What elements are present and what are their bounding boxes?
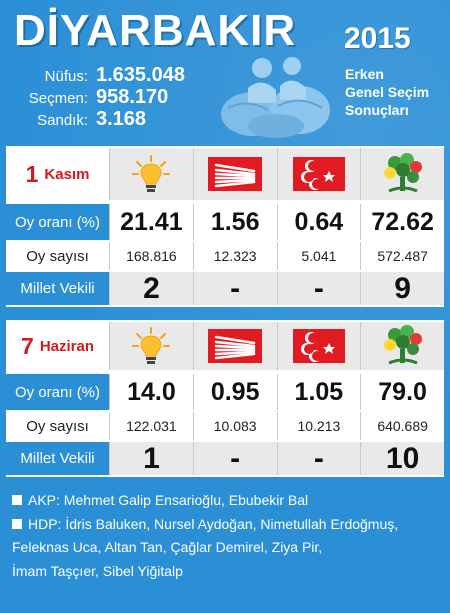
hdp-tree-icon — [383, 325, 422, 365]
mps-hdp: 9 — [360, 272, 444, 305]
note-hdp-line: Feleknas Uca, Altan Tan, Çağlar Demirel,… — [12, 539, 323, 555]
note-hdp-text: HDP: İdris Baluken, Nursel Aydoğan, Nime… — [28, 515, 399, 532]
vote-share-chp: 0.95 — [192, 374, 277, 410]
votes-chp: 12.323 — [192, 242, 277, 270]
mps-mhp: - — [276, 442, 361, 475]
date-day: 1 — [25, 160, 39, 187]
stat-label: Sandık: — [37, 112, 88, 129]
party-cell-hdp — [360, 322, 444, 370]
vote-share-mhp: 0.64 — [276, 204, 361, 240]
elected-mps-notes: AKP: Mehmet Galip Ensarioğlu, Ebubekir B… — [12, 489, 442, 583]
stat-value: 3.168 — [96, 108, 147, 130]
voters-stat: Seçmen: 958.170 — [14, 86, 214, 108]
vote-share-label: Oy oranı (%) — [6, 204, 110, 240]
party-cell-akp — [109, 148, 193, 200]
vote-share-akp: 14.0 — [109, 374, 193, 410]
votes-akp: 122.031 — [109, 412, 193, 440]
note-akp: AKP: Mehmet Galip Ensarioğlu, Ebubekir B… — [12, 489, 442, 513]
votes-chp: 10.083 — [192, 412, 277, 440]
mps-label: Millet Vekili — [6, 442, 110, 475]
election-date: 1 Kasım — [6, 148, 109, 200]
votes-hdp: 640.689 — [360, 412, 444, 440]
akp-lightbulb-icon — [132, 327, 171, 364]
votes-row: Oy sayısı 122.031 10.083 10.213 640.689 — [6, 412, 444, 440]
votes-akp: 168.816 — [109, 242, 193, 270]
stat-label: Seçmen: — [28, 90, 88, 107]
party-logo-row: 1 Kasım — [6, 148, 444, 200]
votes-mhp: 10.213 — [276, 412, 361, 440]
chp-six-arrows-icon — [208, 329, 263, 363]
vote-share-row: Oy oranı (%) 14.0 0.95 1.05 79.0 — [6, 374, 444, 410]
city-title: DİYARBAKIR — [14, 6, 297, 55]
watermelon-vendors-photo — [221, 57, 330, 138]
vote-share-chp: 1.56 — [192, 204, 277, 240]
city-stats: Nüfus: 1.635.048 Seçmen: 958.170 Sandık:… — [14, 64, 214, 130]
mhp-three-crescents-icon — [292, 157, 345, 191]
votes-hdp: 572.487 — [360, 242, 444, 270]
mps-chp: - — [192, 272, 277, 305]
party-cell-akp — [109, 322, 193, 370]
subtitle-line: Genel Seçim — [345, 84, 430, 100]
vote-share-mhp: 1.05 — [276, 374, 361, 410]
note-hdp-line: İmam Taşçıer, Sibel Yiğitalp — [12, 562, 183, 579]
subtitle: Erken Genel Seçim Sonuçları — [345, 65, 429, 119]
date-day: 7 — [21, 332, 34, 359]
stat-value: 958.170 — [96, 86, 169, 108]
vote-share-akp: 21.41 — [109, 204, 193, 240]
hdp-tree-icon — [383, 153, 422, 193]
votes-mhp: 5.041 — [276, 242, 361, 270]
bullet-square-icon — [12, 518, 22, 529]
vote-share-row: Oy oranı (%) 21.41 1.56 0.64 72.62 — [6, 204, 444, 240]
stat-value: 1.635.048 — [96, 64, 185, 86]
vote-share-hdp: 79.0 — [360, 374, 444, 410]
votes-label: Oy sayısı — [26, 247, 89, 265]
mps-row: Millet Vekili 2 - - 9 — [6, 272, 444, 305]
mps-akp: 1 — [109, 442, 193, 475]
date-month: Haziran — [39, 337, 95, 355]
subtitle-line: Erken — [345, 66, 384, 82]
party-cell-chp — [192, 322, 277, 370]
subtitle-line: Sonuçları — [345, 102, 409, 118]
votes-label: Oy sayısı — [26, 417, 89, 435]
vote-share-hdp: 72.62 — [360, 204, 444, 240]
mhp-three-crescents-icon — [292, 329, 345, 363]
note-hdp: HDP: İdris Baluken, Nursel Aydoğan, Nime… — [12, 513, 442, 537]
results-panel-7-haziran: 7 Haziran — [6, 320, 444, 477]
bullet-square-icon — [12, 495, 22, 505]
date-month: Kasım — [44, 165, 90, 183]
mps-label: Millet Vekili — [6, 272, 110, 305]
mps-akp: 2 — [109, 272, 193, 305]
note-akp-text: AKP: Mehmet Galip Ensarioğlu, Ebubekir B… — [28, 492, 309, 508]
chp-six-arrows-icon — [208, 157, 263, 191]
mps-hdp: 10 — [360, 442, 444, 475]
vote-share-label: Oy oranı (%) — [6, 374, 110, 410]
election-date: 7 Haziran — [6, 322, 109, 370]
party-cell-mhp — [276, 148, 361, 200]
party-cell-mhp — [276, 322, 361, 370]
votes-row: Oy sayısı 168.816 12.323 5.041 572.487 — [6, 242, 444, 270]
stat-label: Nüfus: — [44, 68, 88, 85]
party-logo-row: 7 Haziran — [6, 322, 444, 370]
mps-row: Millet Vekili 1 - - 10 — [6, 442, 444, 475]
population-stat: Nüfus: 1.635.048 — [14, 64, 214, 86]
election-year: 2015 — [344, 22, 411, 55]
ballot-box-stat: Sandık: 3.168 — [14, 108, 214, 130]
results-panel-1-kasim: 1 Kasım — [6, 146, 444, 307]
akp-lightbulb-icon — [132, 155, 171, 192]
mps-mhp: - — [276, 272, 361, 305]
party-cell-chp — [192, 148, 277, 200]
party-cell-hdp — [360, 148, 444, 200]
mps-chp: - — [192, 442, 277, 475]
